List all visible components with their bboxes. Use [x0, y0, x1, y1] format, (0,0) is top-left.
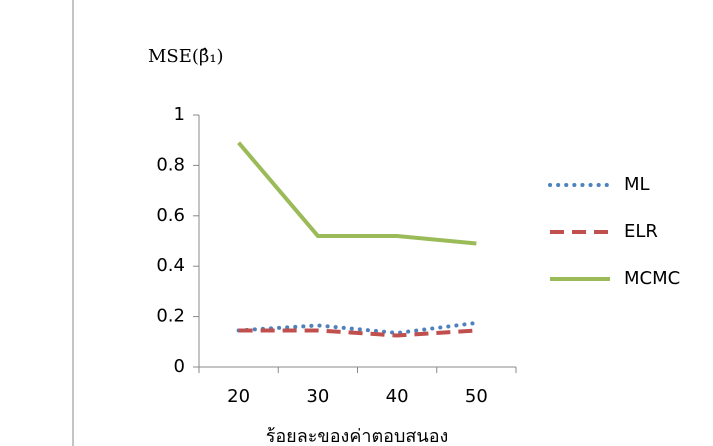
y-tick-label: 0.4 — [156, 255, 185, 276]
y-tick-label: 0 — [174, 356, 185, 377]
x-tick-label: 40 — [386, 386, 409, 407]
chart: MSE(β̂₁) ร้อยละของค่าตอบสนอง 0 0.2 0.4 0.6 0… — [0, 0, 713, 446]
x-tick-label: 50 — [465, 386, 488, 407]
legend-label: ELR — [624, 221, 658, 242]
legend-label: ML — [624, 174, 650, 195]
y-tick-label: 0.2 — [156, 306, 185, 327]
y-tick-label: 0.6 — [156, 205, 185, 226]
y-axis-label: MSE(β̂₁) — [148, 46, 224, 67]
x-tick-label: 30 — [306, 386, 329, 407]
legend-label: MCMC — [624, 268, 680, 289]
y-tick-label: 0.8 — [156, 154, 185, 175]
x-axis-label: ร้อยละของค่าตอบสนอง — [266, 426, 449, 446]
series-line — [239, 330, 477, 335]
series-line — [239, 143, 477, 244]
y-tick-label: 1 — [174, 104, 185, 125]
x-tick-label: 20 — [227, 386, 250, 407]
